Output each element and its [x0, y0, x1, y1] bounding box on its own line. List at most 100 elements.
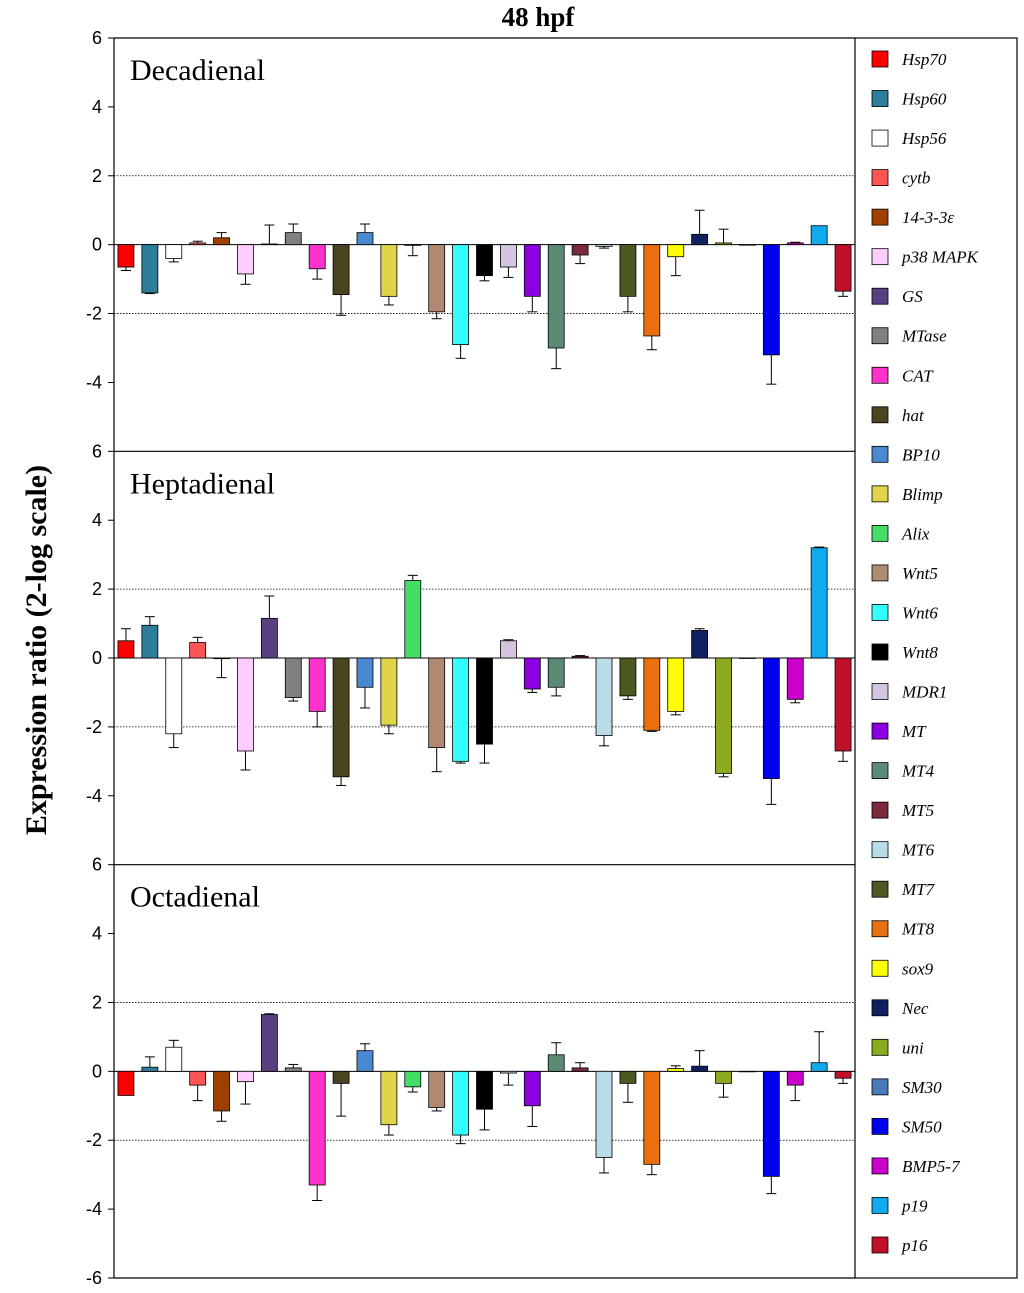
legend-swatch-cytb — [871, 169, 889, 187]
bar-cytb — [189, 242, 207, 246]
bar-Wnt8 — [476, 244, 493, 277]
bar-MT — [523, 244, 541, 297]
y-tick-label: -6 — [86, 1268, 102, 1288]
legend-swatch-GS — [871, 287, 889, 305]
bar-MT7 — [619, 657, 637, 697]
legend-label-MDR1: MDR1 — [901, 683, 947, 702]
bar-hat — [332, 1070, 350, 1084]
bar-MTase — [284, 232, 302, 246]
legend-swatch-Hsp60 — [871, 90, 889, 107]
legend-label-MT4: MT4 — [901, 762, 935, 781]
y-tick-label: 4 — [92, 97, 102, 117]
bar-MT4 — [547, 244, 565, 349]
legend-label-Hsp56: Hsp56 — [901, 129, 947, 148]
bar-Wnt5 — [428, 244, 446, 313]
legend-swatch-Nec — [871, 999, 889, 1017]
y-tick-label: 4 — [92, 924, 102, 944]
y-tick-label: 2 — [92, 166, 102, 186]
bar-14-3-3ε — [213, 237, 230, 246]
legend-swatch-uni — [871, 1038, 889, 1056]
legend-swatch-MT6 — [871, 841, 889, 859]
bar-SM30 — [739, 244, 756, 246]
y-tick-label: 6 — [92, 855, 102, 875]
legend-label-GS: GS — [902, 287, 923, 306]
bar-Alix — [404, 244, 422, 246]
legend-label-MT: MT — [901, 722, 927, 741]
legend-swatch-BP10 — [871, 445, 889, 463]
bar-MT7 — [619, 1070, 637, 1084]
bar-BMP5-7 — [786, 242, 804, 246]
bar-GS — [260, 617, 278, 659]
legend-label-p38 MAPK: p38 MAPK — [901, 248, 980, 267]
bar-GS — [260, 1014, 278, 1072]
legend-label-BP10: BP10 — [902, 445, 940, 464]
legend-swatch-Wnt8 — [871, 643, 889, 661]
bar-MT5 — [571, 655, 589, 659]
legend-swatch-MTase — [871, 327, 889, 345]
bar-CAT — [308, 657, 326, 712]
legend-label-Hsp60: Hsp60 — [901, 90, 947, 109]
bar-p16 — [834, 244, 852, 292]
bar-GS — [260, 243, 278, 246]
plot-area: 6 4 2 0 -2 -4 Decadienal 6 4 2 0 -2 -4 Heptadienal 6 4 2… — [86, 28, 855, 1288]
legend-swatch-Wnt5 — [871, 564, 889, 582]
panel-title: Octadienal — [130, 881, 260, 914]
y-tick-label: -2 — [86, 717, 102, 737]
legend-label-SM30: SM30 — [902, 1078, 942, 1097]
bar-SM30 — [739, 1070, 756, 1073]
bar-cytb — [189, 642, 207, 659]
bar-Wnt6 — [452, 244, 469, 345]
bar-SM30 — [739, 657, 756, 659]
bar-Nec — [691, 1065, 709, 1072]
bar-MT4 — [547, 1054, 565, 1072]
y-tick-label: -4 — [86, 786, 102, 806]
bar-Nec — [691, 233, 709, 246]
y-tick-label: 2 — [92, 992, 102, 1012]
legend-swatch-Hsp70 — [871, 50, 889, 68]
bar-14-3-3ε — [213, 1070, 230, 1112]
legend-label-Alix: Alix — [901, 524, 930, 543]
bar-hat — [332, 244, 350, 296]
bar-CAT — [308, 244, 326, 270]
bar-Hsp56 — [165, 657, 183, 735]
panel-title: Decadienal — [130, 54, 265, 87]
legend-swatch-MT7 — [871, 880, 889, 898]
bar-Wnt6 — [452, 657, 469, 762]
legend-label-cytb: cytb — [902, 169, 930, 188]
legend: Hsp70 Hsp60 Hsp56 cytb 14-3-3ε p38 MAPK GS MTas… — [854, 37, 1018, 1279]
bar-Wnt8 — [476, 1070, 493, 1110]
legend-label-hat: hat — [902, 406, 925, 425]
bar-Hsp56 — [165, 244, 183, 259]
bar-MT5 — [571, 1067, 589, 1072]
legend-swatch-SM30 — [871, 1078, 889, 1096]
bar-Blimp — [380, 1070, 398, 1126]
bar-BP10 — [356, 1050, 374, 1072]
y-tick-label: 0 — [92, 235, 102, 255]
legend-swatch-sox9 — [871, 959, 889, 977]
bar-sox9 — [667, 657, 685, 712]
bar-Alix — [404, 580, 422, 659]
legend-label-Wnt5: Wnt5 — [902, 564, 938, 583]
y-tick-label: -2 — [86, 1130, 102, 1150]
bar-uni — [715, 242, 732, 246]
bar-MT6 — [595, 244, 613, 247]
legend-swatch-p19 — [871, 1197, 889, 1214]
legend-label-Wnt8: Wnt8 — [902, 643, 938, 662]
bar-hat — [332, 657, 350, 778]
bar-MT5 — [571, 244, 589, 256]
bar-sox9 — [667, 1068, 685, 1072]
y-axis-label: Expression ratio (2-log scale) — [20, 465, 53, 835]
legend-label-14-3-3ε: 14-3-3ε — [902, 208, 954, 227]
bar-Wnt6 — [452, 1070, 469, 1136]
bar-MT7 — [619, 244, 637, 297]
legend-label-uni: uni — [902, 1038, 924, 1057]
bar-Alix — [404, 1070, 422, 1088]
bar-MDR1 — [500, 640, 517, 659]
bar-Hsp60 — [141, 1066, 159, 1072]
legend-label-MT6: MT6 — [901, 841, 935, 860]
y-tick-label: 4 — [92, 510, 102, 530]
y-tick-label: 0 — [92, 1061, 102, 1081]
bar-14-3-3ε — [213, 657, 230, 660]
bar-MT6 — [595, 657, 613, 736]
